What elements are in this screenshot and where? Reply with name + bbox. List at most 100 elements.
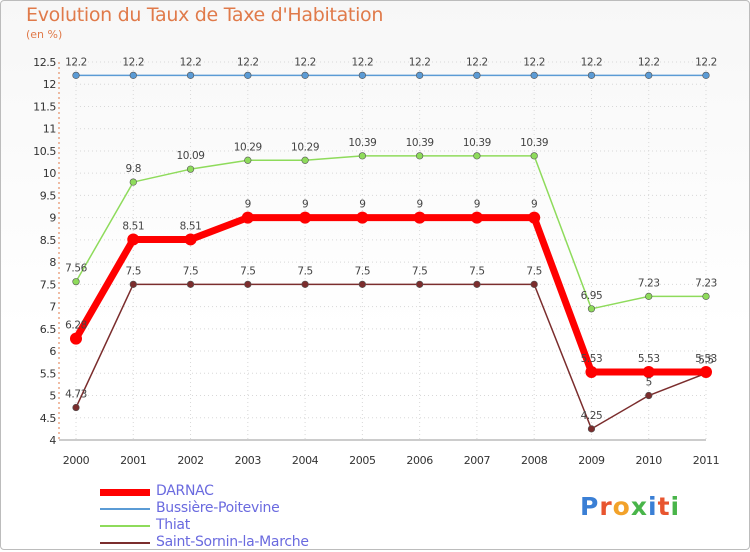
logo-letter: r [599,492,613,521]
x-tick-label: 2010 [636,454,663,467]
legend-label: Saint-Sornin-la-Marche [156,534,309,550]
logo-letter: i [648,492,658,521]
x-tick-label: 2007 [464,454,491,467]
data-label: 6.28 [65,320,87,332]
data-label: 9 [416,199,422,211]
data-point [244,156,252,164]
x-tick-label: 2004 [292,454,319,467]
data-label: 7.23 [638,277,660,289]
data-label: 7.5 [126,265,142,277]
data-point [186,280,195,288]
x-tick-label: 2011 [693,454,719,467]
data-label: 10.39 [348,137,376,149]
data-label: 10.39 [463,137,491,149]
data-label: 10.09 [177,150,205,162]
data-point [587,425,596,433]
y-tick-label: 9 [49,212,56,225]
y-tick-label: 6 [49,345,56,358]
data-point [356,211,369,224]
data-label: 7.5 [412,265,428,277]
legend-swatch [100,488,150,496]
data-label: 9 [245,199,251,211]
data-label: 9.8 [126,163,142,175]
data-label: 5 [646,377,652,389]
logo-letter: o [612,492,631,521]
logo-letter: t [657,492,671,521]
chart-title: Evolution du Taux de Taxe d'Habitation [26,4,384,26]
proxiti-logo: Proxiti [580,492,680,521]
data-point [645,292,653,300]
data-point [301,156,309,164]
data-point [528,211,541,224]
legend-label: Thiat [156,517,190,533]
y-tick-label: 5.5 [40,367,57,380]
data-point [129,178,137,186]
data-point [416,280,424,288]
data-label: 12.2 [638,56,660,68]
data-point [473,152,481,160]
data-label: 7.5 [183,265,199,277]
y-tick-label: 7.5 [40,278,57,291]
data-label: 4.73 [65,389,87,401]
data-label: 12.2 [122,56,144,68]
data-label: 9 [359,199,365,211]
data-point [416,152,424,160]
data-label: 4.25 [581,410,603,422]
data-point [186,165,195,173]
data-label: 9 [302,199,308,211]
data-point [642,365,655,378]
data-label: 12.2 [409,56,431,68]
data-label: 10.39 [406,137,434,149]
series-line-darnac [72,214,706,376]
data-point [72,403,80,412]
x-tick-label: 2008 [521,454,548,467]
y-tick-label: 6.5 [40,323,57,336]
data-label: 7.56 [65,263,87,275]
data-point [127,233,140,246]
data-point [184,233,197,246]
data-point [72,71,80,79]
legend-label: Bussière-Poitevine [156,500,280,516]
x-tick-label: 2006 [406,454,433,467]
data-label: 12.2 [523,56,545,68]
y-tick-label: 4.5 [40,412,57,425]
data-point [301,280,309,288]
data-point [645,391,653,400]
data-label: 10.29 [234,141,262,153]
data-point [473,71,481,79]
data-point [702,292,710,300]
y-tick-label: 4 [49,434,56,447]
chart-subtitle: (en %) [26,28,63,41]
data-label: 6.95 [581,290,603,302]
logo-letter: x [630,492,648,521]
y-tick-label: 5 [49,390,56,403]
data-point [299,211,312,224]
data-point [473,280,481,288]
data-point [358,71,366,79]
data-point [70,332,82,345]
data-point [301,71,309,79]
data-point [530,152,538,160]
x-tick-label: 2001 [120,454,146,467]
y-tick-label: 11.5 [33,100,56,113]
data-label: 8.51 [180,220,202,232]
data-label: 7.5 [297,265,313,277]
data-point [72,278,80,286]
data-point [358,152,366,160]
data-point [530,71,538,79]
data-label: 12.2 [180,56,202,68]
data-label: 7.23 [695,277,717,289]
data-label: 10.39 [520,137,548,149]
data-label: 5.53 [638,353,660,365]
legend-swatch [100,508,150,510]
data-point [587,305,596,313]
x-tick-label: 2009 [578,454,605,467]
data-label: 12.2 [466,56,488,68]
x-tick-label: 2005 [349,454,376,467]
x-tick-label: 2000 [63,454,90,467]
data-point [416,71,424,79]
data-label: 5.53 [581,353,603,365]
y-tick-label: 8 [49,256,56,269]
data-point [129,280,137,288]
